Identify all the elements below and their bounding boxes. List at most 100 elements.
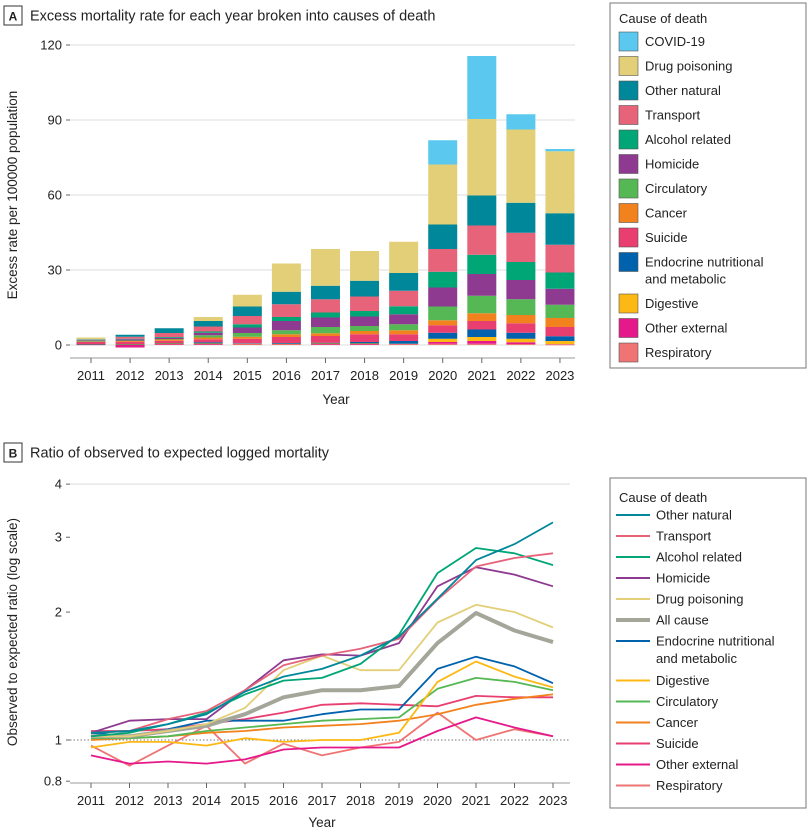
bar-segment-alcohol-related xyxy=(193,331,223,333)
x-tick-label: 2015 xyxy=(231,793,260,808)
series-line-other-natural xyxy=(90,521,554,734)
bar-segment-homicide xyxy=(545,288,575,305)
bar-segment-suicide xyxy=(350,334,380,342)
bar-segment-alcohol-related xyxy=(428,271,458,288)
bar-segment-other-natural xyxy=(389,273,419,291)
bar-segment-digestive xyxy=(467,337,497,341)
bar-segment-homicide xyxy=(389,314,419,325)
bar-segment-other-natural xyxy=(310,285,340,300)
bar-segment-suicide xyxy=(310,336,340,343)
bar-segment-endocrine-nutritional-and-metabolic xyxy=(154,343,184,344)
legend-label: Suicide xyxy=(645,230,688,245)
bar-segment-alcohol-related xyxy=(545,272,575,289)
bar-segment-circulatory xyxy=(467,295,497,314)
y-tick-label: 2 xyxy=(55,605,62,620)
legend-label: All cause xyxy=(656,613,709,628)
bar-segment-drug-poisoning xyxy=(310,249,340,286)
bar-segment-covid-19 xyxy=(428,140,458,165)
bar-segment-drug-poisoning xyxy=(506,129,536,203)
x-tick-label: 2014 xyxy=(192,793,221,808)
x-tick-label: 2014 xyxy=(194,368,223,383)
bar-segment-cancer xyxy=(193,337,223,340)
x-tick-label: 2021 xyxy=(462,793,491,808)
bar-segment-circulatory xyxy=(193,335,223,338)
legend-label: Suicide xyxy=(656,736,699,751)
bar-segment-homicide xyxy=(271,321,301,331)
legend-label: Drug poisoning xyxy=(656,592,743,607)
series-line-digestive xyxy=(90,660,554,749)
bar-segment-suicide xyxy=(154,340,184,343)
bar-segment-cancer xyxy=(545,318,575,327)
bar-segment-circulatory xyxy=(154,339,184,340)
bar-segment-suicide xyxy=(193,339,223,343)
bar-segment-cancer xyxy=(428,320,458,326)
panel-b-ylabel: Observed to expected ratio (log scale) xyxy=(5,518,20,746)
bar-segment-circulatory xyxy=(271,330,301,335)
bar-segment-digestive xyxy=(193,343,223,344)
bar-segment-circulatory xyxy=(428,306,458,321)
bar-segment-digestive xyxy=(154,343,184,344)
bar-segment-other-natural xyxy=(271,291,301,305)
bar-segment-covid-19 xyxy=(545,149,575,152)
panel-a-ylabel: Excess rate per 100000 population xyxy=(5,91,20,300)
bar-segment-respiratory xyxy=(467,343,497,345)
legend-swatch xyxy=(618,105,639,125)
legend-swatch xyxy=(618,227,639,248)
bar-segment-other-external xyxy=(428,342,458,344)
series-line-all-cause xyxy=(91,611,554,739)
bar-segment-transport xyxy=(271,304,301,317)
legend-label: Digestive xyxy=(645,296,698,311)
x-tick-label: 2019 xyxy=(389,368,418,383)
bar-segment-covid-19 xyxy=(506,114,536,130)
x-tick-label: 2011 xyxy=(77,793,105,808)
bar-segment-endocrine-nutritional-and-metabolic xyxy=(545,336,575,341)
bar-segment-suicide xyxy=(271,337,301,343)
bar-segment-respiratory xyxy=(506,344,536,345)
bar-segment-digestive xyxy=(428,338,458,342)
bar-segment-other-natural xyxy=(232,306,262,316)
y-tick-label: 3 xyxy=(55,530,62,545)
y-tick-label: 0.8 xyxy=(44,774,62,789)
legend-swatch xyxy=(618,56,639,76)
bar-segment-other-natural xyxy=(350,280,380,297)
bar-segment-homicide xyxy=(350,316,380,326)
bar-segment-transport xyxy=(506,232,536,262)
legend-label: Homicide xyxy=(645,157,699,172)
legend-swatch xyxy=(618,318,639,338)
y-tick-label: 60 xyxy=(48,188,62,203)
legend-label: Digestive xyxy=(656,673,709,688)
bar-segment-suicide xyxy=(545,327,575,337)
legend-label: Other natural xyxy=(645,83,721,98)
legend-label: Endocrine nutritional xyxy=(645,255,764,270)
legend-swatch xyxy=(618,154,639,174)
bar-segment-circulatory xyxy=(232,333,262,337)
legend-label: Transport xyxy=(656,529,712,544)
panel-b-legend-title: Cause of death xyxy=(619,490,707,505)
x-tick-label: 2023 xyxy=(539,793,568,808)
legend-swatch xyxy=(618,178,639,199)
bar-segment-digestive xyxy=(271,343,301,345)
panel-b-badge xyxy=(3,442,23,463)
series-line-homicide xyxy=(90,566,554,734)
x-tick-label: 2016 xyxy=(269,793,298,808)
x-tick-label: 2017 xyxy=(311,368,340,383)
legend-label: Endocrine nutritional xyxy=(656,634,775,649)
panel-b-title: Ratio of observed to expected logged mor… xyxy=(30,446,330,462)
bar-segment-digestive xyxy=(389,343,419,345)
bar-segment-transport xyxy=(115,336,145,339)
legend-label: COVID-19 xyxy=(645,34,705,49)
legend-label: Cancer xyxy=(645,206,688,221)
bar-segment-endocrine-nutritional-and-metabolic xyxy=(389,341,419,344)
panel-a-legend: COVID-19 Drug poisoning Other natural Trans… xyxy=(618,31,764,363)
bar-segment-respiratory xyxy=(545,344,575,346)
bar-segment-endocrine-nutritional-and-metabolic xyxy=(310,342,340,344)
panel-a-plot: 0 30 60 90 120 2011 2012 2013 2014 2015 2016 2017 20… xyxy=(40,38,575,383)
legend-label: Alcohol related xyxy=(656,550,742,565)
bar-segment-other-external xyxy=(154,343,184,345)
bar-segment-endocrine-nutritional-and-metabolic xyxy=(428,332,458,339)
legend-label: and metabolic xyxy=(645,272,726,287)
y-tick-label: 0 xyxy=(55,338,62,353)
bar-segment-endocrine-nutritional-and-metabolic xyxy=(232,343,262,344)
x-tick-label: 2011 xyxy=(77,368,105,383)
